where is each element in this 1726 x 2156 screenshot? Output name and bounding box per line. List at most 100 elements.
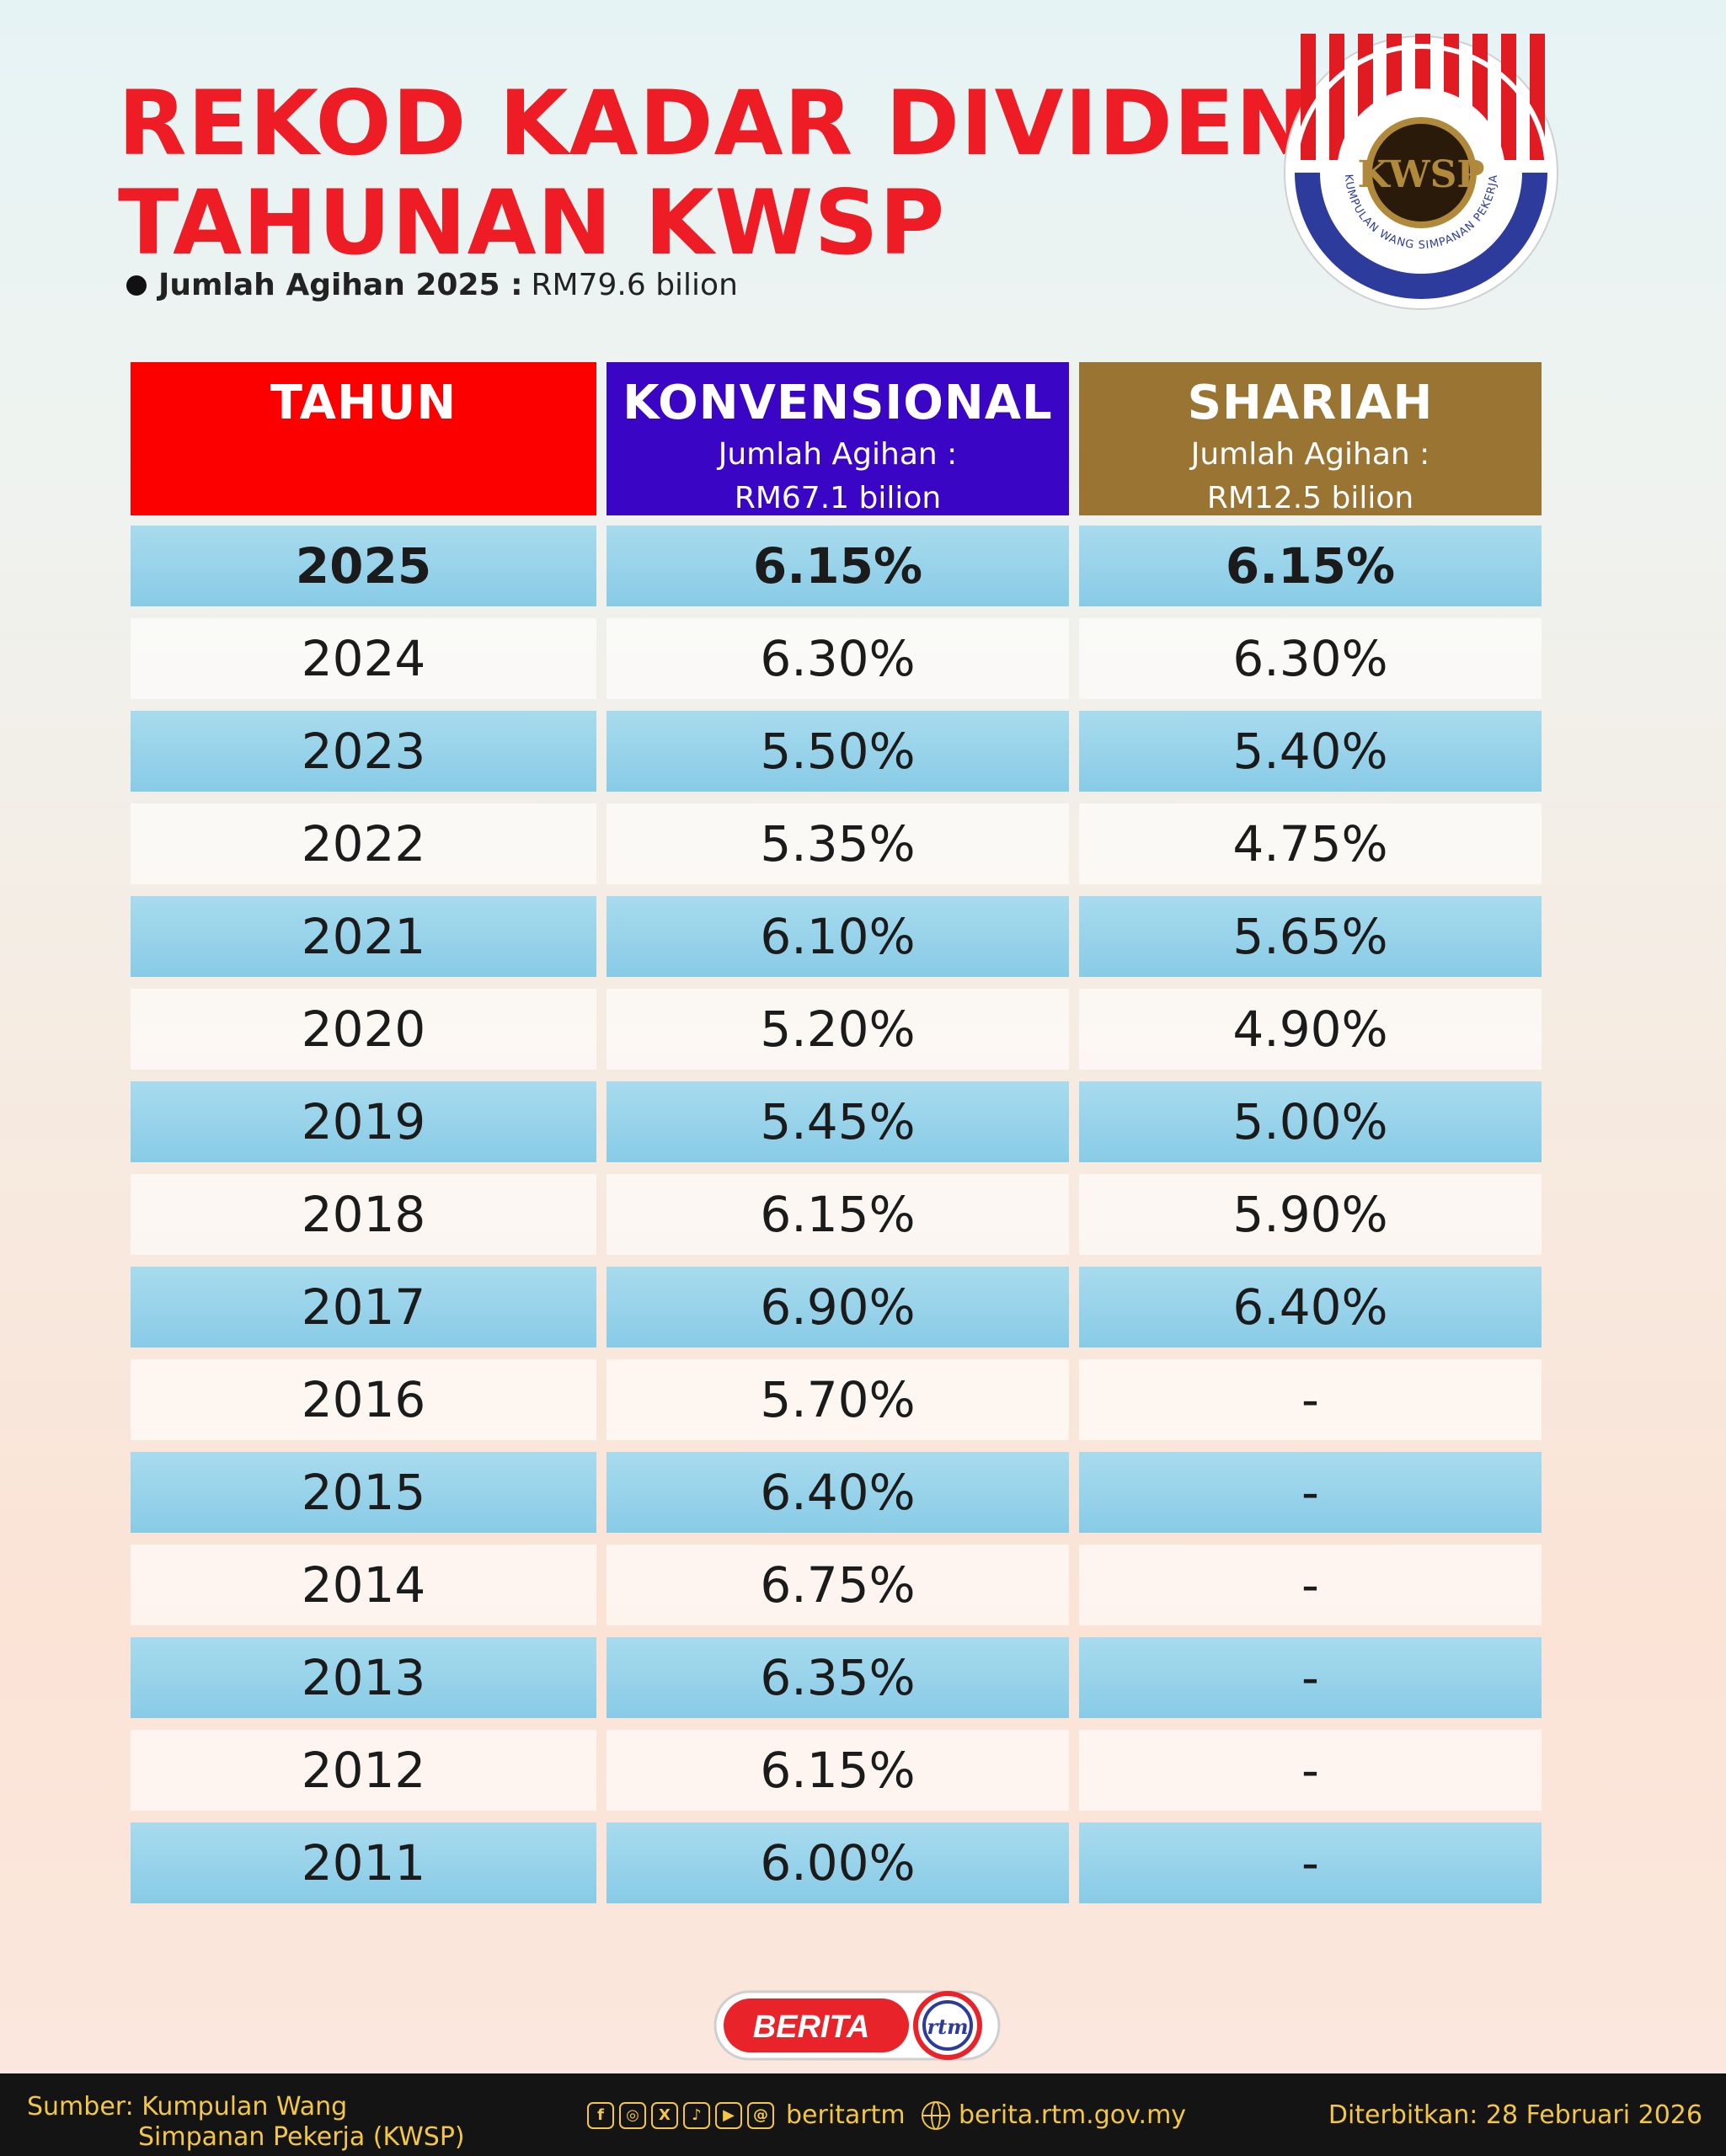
- cell-shariah: 4.75%: [1079, 803, 1542, 884]
- title-line-1: REKOD KADAR DIVIDEN: [118, 72, 1312, 175]
- cell-shariah: 5.40%: [1079, 711, 1542, 792]
- table-row: 2021 6.10% 5.65%: [131, 896, 1542, 977]
- page-title: REKOD KADAR DIVIDEN TAHUNAN KWSP: [118, 74, 1311, 273]
- cell-year: 2019: [131, 1081, 596, 1162]
- cell-year: 2023: [131, 711, 596, 792]
- kwsp-logo-icon: KWSP KUMPULAN WANG SIMPANAN PEKERJA: [1284, 34, 1558, 310]
- cell-shariah: 6.40%: [1079, 1267, 1542, 1348]
- table-row: 2020 5.20% 4.90%: [131, 989, 1542, 1070]
- header-shariah-title: SHARIAH: [1187, 376, 1434, 430]
- cell-year: 2025: [131, 526, 596, 606]
- cell-conventional: 6.30%: [607, 618, 1069, 699]
- header-year-title: TAHUN: [270, 376, 457, 430]
- cell-conventional: 6.75%: [607, 1545, 1069, 1625]
- table-row: 2014 6.75% -: [131, 1545, 1542, 1625]
- table-row: 2022 5.35% 4.75%: [131, 803, 1542, 884]
- cell-year: 2017: [131, 1267, 596, 1348]
- cell-shariah: -: [1079, 1637, 1542, 1718]
- cell-conventional: 6.15%: [607, 1174, 1069, 1255]
- footer-website-text[interactable]: berita.rtm.gov.my: [959, 2100, 1187, 2130]
- cell-year: 2011: [131, 1822, 596, 1903]
- logo-monogram: KWSP: [1358, 153, 1485, 196]
- cell-shariah: -: [1079, 1359, 1542, 1440]
- cell-year: 2018: [131, 1174, 596, 1255]
- footer-published: Diterbitkan: 28 Februari 2026: [1328, 2100, 1702, 2130]
- cell-year: 2016: [131, 1359, 596, 1440]
- table-row: 2012 6.15% -: [131, 1730, 1542, 1811]
- table-body: 2025 6.15% 6.15% 2024 6.30% 6.30% 2023 5.50% 5.4…: [131, 526, 1542, 1903]
- cell-shariah: 5.00%: [1079, 1081, 1542, 1162]
- cell-conventional: 6.10%: [607, 896, 1069, 977]
- cell-year: 2014: [131, 1545, 596, 1625]
- footer-source-line1: Sumber: Kumpulan Wang: [27, 2092, 348, 2121]
- table-row: 2023 5.50% 5.40%: [131, 711, 1542, 792]
- header-shariah-sub2: RM12.5 bilion: [1206, 481, 1414, 515]
- globe-icon: [922, 2100, 950, 2130]
- header-conventional-title: KONVENSIONAL: [623, 376, 1053, 430]
- cell-shariah: 6.15%: [1079, 526, 1542, 606]
- footer: Sumber: Kumpulan Wang Simpanan Pekerja (…: [0, 2073, 1726, 2156]
- cell-year: 2020: [131, 989, 596, 1070]
- cell-year: 2024: [131, 618, 596, 699]
- cell-shariah: 4.90%: [1079, 989, 1542, 1070]
- cell-conventional: 5.50%: [607, 711, 1069, 792]
- table-header: TAHUN KONVENSIONAL Jumlah Agihan : RM67.…: [131, 362, 1542, 515]
- cell-shariah: 5.90%: [1079, 1174, 1542, 1255]
- cell-conventional: 6.90%: [607, 1267, 1069, 1348]
- header-shariah: SHARIAH Jumlah Agihan : RM12.5 bilion: [1079, 362, 1542, 515]
- tiktok-icon[interactable]: ♪: [683, 2101, 710, 2129]
- footer-source: Sumber: Kumpulan Wang Simpanan Pekerja (…: [27, 2092, 465, 2153]
- total-distribution: Jumlah Agihan 2025 : RM79.6 bilion: [126, 268, 738, 302]
- youtube-icon[interactable]: ▶: [715, 2101, 742, 2129]
- facebook-icon[interactable]: f: [587, 2101, 614, 2129]
- cell-conventional: 5.35%: [607, 803, 1069, 884]
- badge-brand: BERITA: [753, 2009, 870, 2045]
- table-row: 2024 6.30% 6.30%: [131, 618, 1542, 699]
- table-row: 2025 6.15% 6.15%: [131, 526, 1542, 606]
- cell-shariah: -: [1079, 1452, 1542, 1533]
- cell-year: 2013: [131, 1637, 596, 1718]
- cell-shariah: 6.30%: [1079, 618, 1542, 699]
- cell-year: 2012: [131, 1730, 596, 1811]
- cell-conventional: 6.40%: [607, 1452, 1069, 1533]
- total-distribution-label: Jumlah Agihan 2025 :: [158, 268, 523, 302]
- header-shariah-sub1: Jumlah Agihan :: [1190, 437, 1430, 472]
- table-row: 2015 6.40% -: [131, 1452, 1542, 1533]
- cell-year: 2015: [131, 1452, 596, 1533]
- x-icon[interactable]: X: [651, 2101, 678, 2129]
- cell-conventional: 6.15%: [607, 1730, 1069, 1811]
- footer-handle[interactable]: beritartm: [786, 2100, 906, 2130]
- cell-conventional: 6.35%: [607, 1637, 1069, 1718]
- table-row: 2019 5.45% 5.00%: [131, 1081, 1542, 1162]
- threads-icon[interactable]: @: [747, 2101, 774, 2129]
- badge-mark: rtm: [927, 2015, 968, 2039]
- header-year: TAHUN: [131, 362, 596, 515]
- cell-conventional: 6.15%: [607, 526, 1069, 606]
- berita-rtm-logo-icon: BERITA rtm: [713, 1990, 1001, 2061]
- header-conventional-sub2: RM67.1 bilion: [734, 481, 942, 515]
- cell-shariah: 5.65%: [1079, 896, 1542, 977]
- table-row: 2018 6.15% 5.90%: [131, 1174, 1542, 1255]
- bullet-icon: [126, 275, 147, 296]
- dividend-table: TAHUN KONVENSIONAL Jumlah Agihan : RM67.…: [131, 362, 1542, 1915]
- cell-year: 2021: [131, 896, 596, 977]
- header-conventional: KONVENSIONAL Jumlah Agihan : RM67.1 bili…: [607, 362, 1069, 515]
- table-row: 2017 6.90% 6.40%: [131, 1267, 1542, 1348]
- table-row: 2016 5.70% -: [131, 1359, 1542, 1440]
- title-line-2: TAHUNAN KWSP: [118, 171, 946, 275]
- instagram-icon[interactable]: ◎: [619, 2101, 646, 2129]
- cell-conventional: 5.70%: [607, 1359, 1069, 1440]
- cell-shariah: -: [1079, 1822, 1542, 1903]
- footer-source-line2: Simpanan Pekerja (KWSP): [138, 2122, 465, 2152]
- table-row: 2011 6.00% -: [131, 1822, 1542, 1903]
- cell-shariah: -: [1079, 1730, 1542, 1811]
- footer-website[interactable]: berita.rtm.gov.my: [922, 2100, 1186, 2130]
- cell-shariah: -: [1079, 1545, 1542, 1625]
- cell-conventional: 6.00%: [607, 1822, 1069, 1903]
- header-conventional-sub1: Jumlah Agihan :: [718, 437, 958, 472]
- table-row: 2013 6.35% -: [131, 1637, 1542, 1718]
- cell-year: 2022: [131, 803, 596, 884]
- total-distribution-value: RM79.6 bilion: [531, 268, 738, 302]
- cell-conventional: 5.20%: [607, 989, 1069, 1070]
- footer-social: f ◎ X ♪ ▶ @ beritartm: [587, 2100, 906, 2130]
